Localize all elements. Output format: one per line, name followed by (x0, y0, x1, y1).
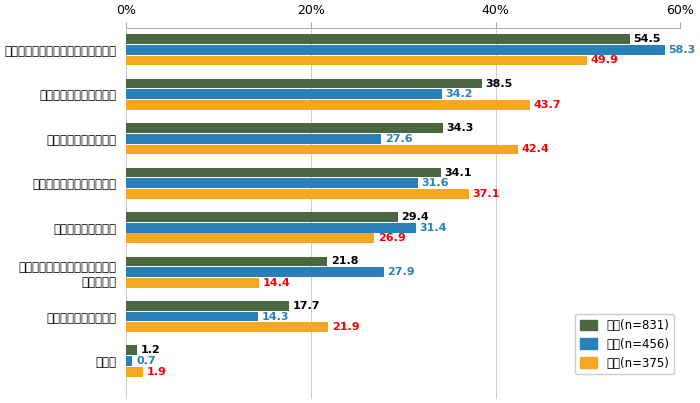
Bar (126, 56, 587, 65)
Bar (126, 356, 132, 366)
Text: 1.9: 1.9 (147, 367, 167, 377)
Text: 17.7: 17.7 (293, 301, 321, 311)
Text: 54.5: 54.5 (634, 34, 661, 44)
Bar (126, 79, 482, 89)
Bar (126, 367, 144, 376)
Text: 14.3: 14.3 (262, 312, 289, 322)
Text: 38.5: 38.5 (485, 79, 512, 89)
Text: 31.4: 31.4 (420, 223, 447, 233)
Bar (126, 45, 664, 55)
Text: 34.2: 34.2 (446, 89, 473, 99)
Bar (126, 145, 518, 154)
Text: 34.3: 34.3 (447, 123, 474, 133)
Text: 43.7: 43.7 (533, 100, 561, 110)
Text: 21.8: 21.8 (331, 256, 358, 266)
Text: 29.4: 29.4 (401, 212, 429, 222)
Bar (126, 322, 328, 332)
Bar (126, 178, 418, 188)
Text: 26.9: 26.9 (378, 233, 406, 243)
Bar (126, 89, 442, 99)
Bar (126, 100, 530, 110)
Text: 1.2: 1.2 (141, 345, 160, 355)
Bar (126, 168, 441, 177)
Bar (126, 233, 374, 243)
Bar (126, 301, 290, 311)
Bar (126, 123, 443, 133)
Text: 31.6: 31.6 (421, 178, 449, 188)
Bar (126, 257, 328, 266)
Text: 58.3: 58.3 (668, 45, 696, 55)
Bar (126, 34, 629, 44)
Legend: 全体(n=831), 男性(n=456), 女性(n=375): 全体(n=831), 男性(n=456), 女性(n=375) (575, 314, 674, 374)
Text: 0.7: 0.7 (136, 356, 155, 366)
Bar (126, 312, 258, 322)
Bar (126, 189, 469, 199)
Text: 34.1: 34.1 (444, 168, 472, 178)
Text: 27.6: 27.6 (384, 134, 412, 144)
Text: 37.1: 37.1 (473, 189, 500, 199)
Bar (126, 267, 384, 277)
Bar (126, 278, 259, 288)
Text: 21.9: 21.9 (332, 322, 360, 332)
Bar (126, 212, 398, 222)
Text: 27.9: 27.9 (387, 267, 415, 277)
Text: 49.9: 49.9 (591, 56, 619, 65)
Bar (126, 345, 137, 355)
Bar (126, 134, 381, 143)
Text: 14.4: 14.4 (262, 278, 290, 288)
Bar (126, 223, 416, 233)
Text: 42.4: 42.4 (522, 144, 549, 154)
